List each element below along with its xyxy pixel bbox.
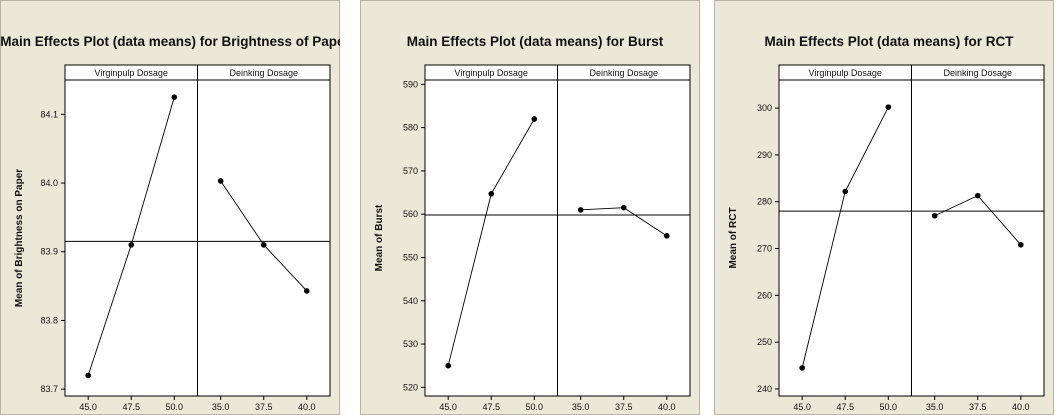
y-tick-label: 280 <box>757 197 772 207</box>
facet-strip-label: Virginpulp Dosage <box>95 68 168 78</box>
x-tick-label: 47.5 <box>482 402 500 412</box>
x-tick-label: 35.0 <box>212 402 230 412</box>
x-tick-label: 45.0 <box>793 402 811 412</box>
y-tick-label: 83.9 <box>40 247 58 257</box>
y-tick-label: 290 <box>757 150 772 160</box>
data-point <box>620 204 627 211</box>
x-tick-label: 40.0 <box>658 402 676 412</box>
rct-chart: Main Effects Plot (data means) for RCT Vi… <box>714 0 1054 415</box>
data-point <box>885 104 892 110</box>
data-point <box>974 192 981 199</box>
data-point <box>799 365 805 371</box>
y-tick-label: 240 <box>757 384 772 394</box>
data-point <box>842 188 849 195</box>
data-point <box>171 94 178 100</box>
chart-title: Main Effects Plot (data means) for Burst <box>407 34 664 49</box>
x-tick-label: 50.0 <box>526 402 544 412</box>
y-tick-label: 84.1 <box>40 109 58 119</box>
chart-title: Main Effects Plot (data means) for Brigh… <box>0 34 340 49</box>
y-tick-label: 84.0 <box>40 178 58 188</box>
x-tick-label: 40.0 <box>1012 402 1030 412</box>
x-tick-label: 37.5 <box>969 402 987 412</box>
data-point <box>128 242 135 248</box>
data-point <box>931 212 938 219</box>
data-point <box>1018 241 1024 248</box>
facet-strip-label: Virginpulp Dosage <box>809 68 882 78</box>
y-axis-label: Mean of RCT <box>728 207 739 268</box>
data-point <box>217 178 224 184</box>
data-point <box>260 242 267 248</box>
x-tick-label: 35.0 <box>572 402 590 412</box>
chart-title: Main Effects Plot (data means) for RCT <box>764 34 1014 49</box>
facet-strip-label: Deinking Dosage <box>229 68 298 78</box>
facet-strip-label: Deinking Dosage <box>589 68 658 78</box>
data-point <box>304 288 310 294</box>
x-tick-label: 45.0 <box>439 402 457 412</box>
x-tick-label: 50.0 <box>880 402 898 412</box>
facet-strip-label: Deinking Dosage <box>943 68 1012 78</box>
y-tick-label: 270 <box>757 244 772 254</box>
y-tick-label: 83.7 <box>40 384 58 394</box>
y-tick-label: 300 <box>757 103 772 113</box>
facet-strip-label: Virginpulp Dosage <box>455 68 528 78</box>
data-point <box>577 207 584 213</box>
y-tick-label: 570 <box>403 166 418 176</box>
x-tick-label: 50.0 <box>166 402 184 412</box>
data-point <box>664 233 670 239</box>
x-tick-label: 47.5 <box>122 402 140 412</box>
x-tick-label: 35.0 <box>926 402 944 412</box>
y-tick-label: 250 <box>757 337 772 347</box>
x-tick-label: 45.0 <box>79 402 97 412</box>
y-tick-label: 580 <box>403 123 418 133</box>
y-axis-label: Mean of Brightness on Paper <box>14 169 25 307</box>
y-axis-label: Mean of Burst <box>374 204 385 271</box>
y-tick-label: 540 <box>403 296 418 306</box>
y-tick-label: 83.8 <box>40 315 58 325</box>
y-tick-label: 560 <box>403 209 418 219</box>
y-tick-label: 260 <box>757 290 772 300</box>
burst-chart: Main Effects Plot (data means) for Burst… <box>360 0 700 415</box>
y-tick-label: 590 <box>403 79 418 89</box>
data-point <box>531 116 538 122</box>
x-tick-label: 37.5 <box>255 402 273 412</box>
y-tick-label: 550 <box>403 252 418 262</box>
y-tick-label: 520 <box>403 382 418 392</box>
x-tick-label: 37.5 <box>615 402 633 412</box>
x-tick-label: 47.5 <box>836 402 854 412</box>
x-tick-label: 40.0 <box>298 402 316 412</box>
data-point <box>445 362 451 369</box>
data-point <box>85 372 91 379</box>
y-tick-label: 530 <box>403 339 418 349</box>
brightness-chart: Main Effects Plot (data means) for Brigh… <box>0 0 340 415</box>
data-point <box>488 191 495 197</box>
